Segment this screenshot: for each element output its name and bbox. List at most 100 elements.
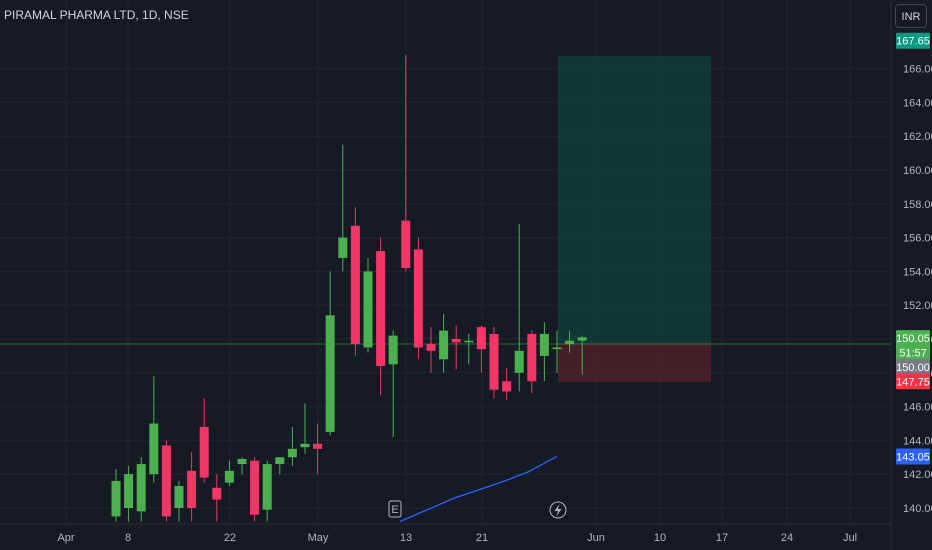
- candle-body: [552, 347, 562, 350]
- candle: [287, 426, 297, 466]
- price-tag-label: 167.65: [896, 36, 930, 48]
- price-tick-label: 154.00: [903, 266, 932, 278]
- price-tick-label: 152.00: [903, 300, 932, 312]
- candle-body: [237, 458, 247, 465]
- candle-body: [401, 220, 411, 269]
- candle: [401, 55, 411, 272]
- candle-body: [111, 480, 121, 517]
- price-tag-bg: [896, 448, 930, 465]
- candle-body: [489, 333, 499, 390]
- time-axis-background: [0, 524, 891, 550]
- lightning-icon[interactable]: [549, 501, 567, 519]
- candle: [161, 440, 171, 522]
- position-zones: [558, 56, 711, 382]
- candle: [149, 376, 159, 483]
- candle: [313, 423, 323, 475]
- time-axis: Apr 8 22 May 13 21 Jun 10 17 24 Jul: [57, 532, 857, 544]
- price-tag: 143.05: [896, 448, 930, 465]
- price-tag: 147.75: [896, 373, 930, 390]
- candle: [413, 237, 423, 360]
- candle: [451, 325, 461, 370]
- price-tick-label: 162.00: [903, 131, 932, 143]
- candle: [111, 469, 121, 522]
- candle-body: [350, 225, 360, 345]
- candle-body: [187, 470, 197, 508]
- candle: [136, 457, 146, 522]
- candle: [325, 271, 335, 436]
- candle: [338, 144, 348, 272]
- time-tick-label: 22: [224, 532, 236, 544]
- candle: [250, 457, 260, 522]
- candle-body: [287, 448, 297, 458]
- price-tick-label: 164.00: [903, 97, 932, 109]
- candle: [124, 465, 134, 522]
- candle: [174, 480, 184, 522]
- price-tick-label: 158.00: [903, 199, 932, 211]
- candle-body: [149, 423, 159, 475]
- price-tag-bg: [896, 373, 930, 390]
- candle: [476, 325, 486, 373]
- price-axis: 140.00142.00144.00146.00148.00150.00152.…: [903, 64, 932, 515]
- candle-body: [413, 249, 423, 348]
- candle-body: [199, 426, 209, 478]
- moving-average-line: [399, 455, 558, 523]
- candle-body: [565, 340, 575, 345]
- price-tick-label: 144.00: [903, 435, 932, 447]
- currency-button[interactable]: INR: [895, 4, 927, 28]
- time-tick-label: 13: [400, 532, 412, 544]
- candle-body: [577, 337, 587, 341]
- price-tag-label: 143.05: [896, 451, 930, 463]
- time-tick-label: 24: [781, 532, 793, 544]
- candle-body: [539, 333, 549, 356]
- price-tag: 51:57: [896, 344, 930, 361]
- time-tick-label: Jul: [843, 532, 857, 544]
- candle: [199, 398, 209, 483]
- candle-body: [338, 237, 348, 258]
- loss-zone: [558, 344, 711, 382]
- price-tag-label: 51:57: [899, 348, 927, 360]
- price-tags: 167.65 150.05 51:57 150.00 147.75 143.05: [896, 32, 930, 465]
- candles: [111, 55, 587, 522]
- profit-zone: [558, 56, 711, 344]
- candle: [565, 330, 575, 353]
- candle-body: [502, 381, 512, 392]
- time-tick-label: 8: [125, 532, 131, 544]
- candle-body: [250, 460, 260, 515]
- time-tick-label: Apr: [57, 532, 74, 544]
- price-tag: 150.00: [896, 358, 930, 375]
- candle: [514, 224, 524, 392]
- time-tick-label: May: [308, 532, 329, 544]
- candle: [212, 474, 222, 522]
- candle: [527, 330, 537, 394]
- earnings-marker[interactable]: E: [388, 500, 402, 518]
- candle: [552, 330, 562, 373]
- price-tick-label: 146.00: [903, 402, 932, 414]
- candle: [439, 313, 449, 373]
- candle: [539, 322, 549, 382]
- candle-body: [212, 487, 222, 500]
- candle: [224, 460, 234, 487]
- candle-body: [300, 443, 310, 448]
- candle: [489, 327, 499, 399]
- candle: [388, 330, 398, 438]
- price-tag-bg: [896, 330, 930, 347]
- candle-body: [275, 457, 285, 465]
- candle: [350, 207, 360, 356]
- earnings-label: E: [391, 504, 398, 516]
- price-tag: 167.65: [896, 32, 930, 49]
- time-tick-label: Jun: [587, 532, 605, 544]
- candle: [464, 333, 474, 365]
- symbol-title: PIRAMAL PHARMA LTD, 1D, NSE: [4, 8, 189, 22]
- price-tick-label: 160.00: [903, 165, 932, 177]
- price-tag: 150.05: [896, 330, 930, 347]
- candle-body: [426, 344, 436, 351]
- price-tag-label: 150.05: [896, 333, 930, 345]
- price-tag-label: 150.00: [896, 362, 930, 374]
- time-tick-label: 17: [716, 532, 728, 544]
- price-tick-label: 166.00: [903, 64, 932, 76]
- candle-body: [464, 340, 474, 343]
- price-tag-bg: [896, 32, 930, 49]
- candle-body: [161, 445, 171, 517]
- price-tick-label: 140.00: [903, 503, 932, 515]
